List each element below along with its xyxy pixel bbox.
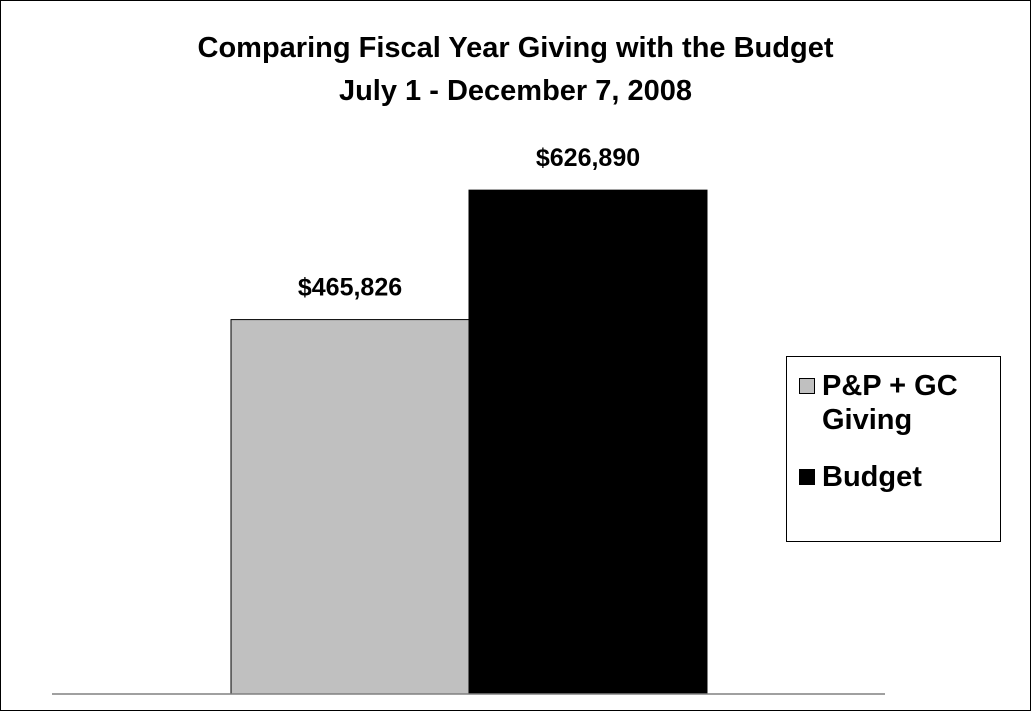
legend: P&P + GC Giving Budget: [786, 356, 1001, 542]
bar-giving: [230, 319, 470, 695]
data-label-budget: $626,890: [536, 144, 640, 172]
data-label-giving: $465,826: [298, 274, 402, 302]
legend-label-budget: Budget: [822, 461, 922, 493]
legend-swatch-giving: [799, 378, 815, 394]
chart-title: Comparing Fiscal Year Giving with the Bu…: [197, 32, 834, 64]
legend-item-budget: Budget: [799, 460, 997, 494]
legend-swatch-budget: [799, 469, 815, 485]
legend-item-giving: P&P + GC Giving: [799, 369, 997, 437]
chart-subtitle: July 1 - December 7, 2008: [338, 75, 693, 107]
legend-label-giving: P&P + GC Giving: [822, 370, 958, 436]
bar-budget: [468, 189, 708, 695]
